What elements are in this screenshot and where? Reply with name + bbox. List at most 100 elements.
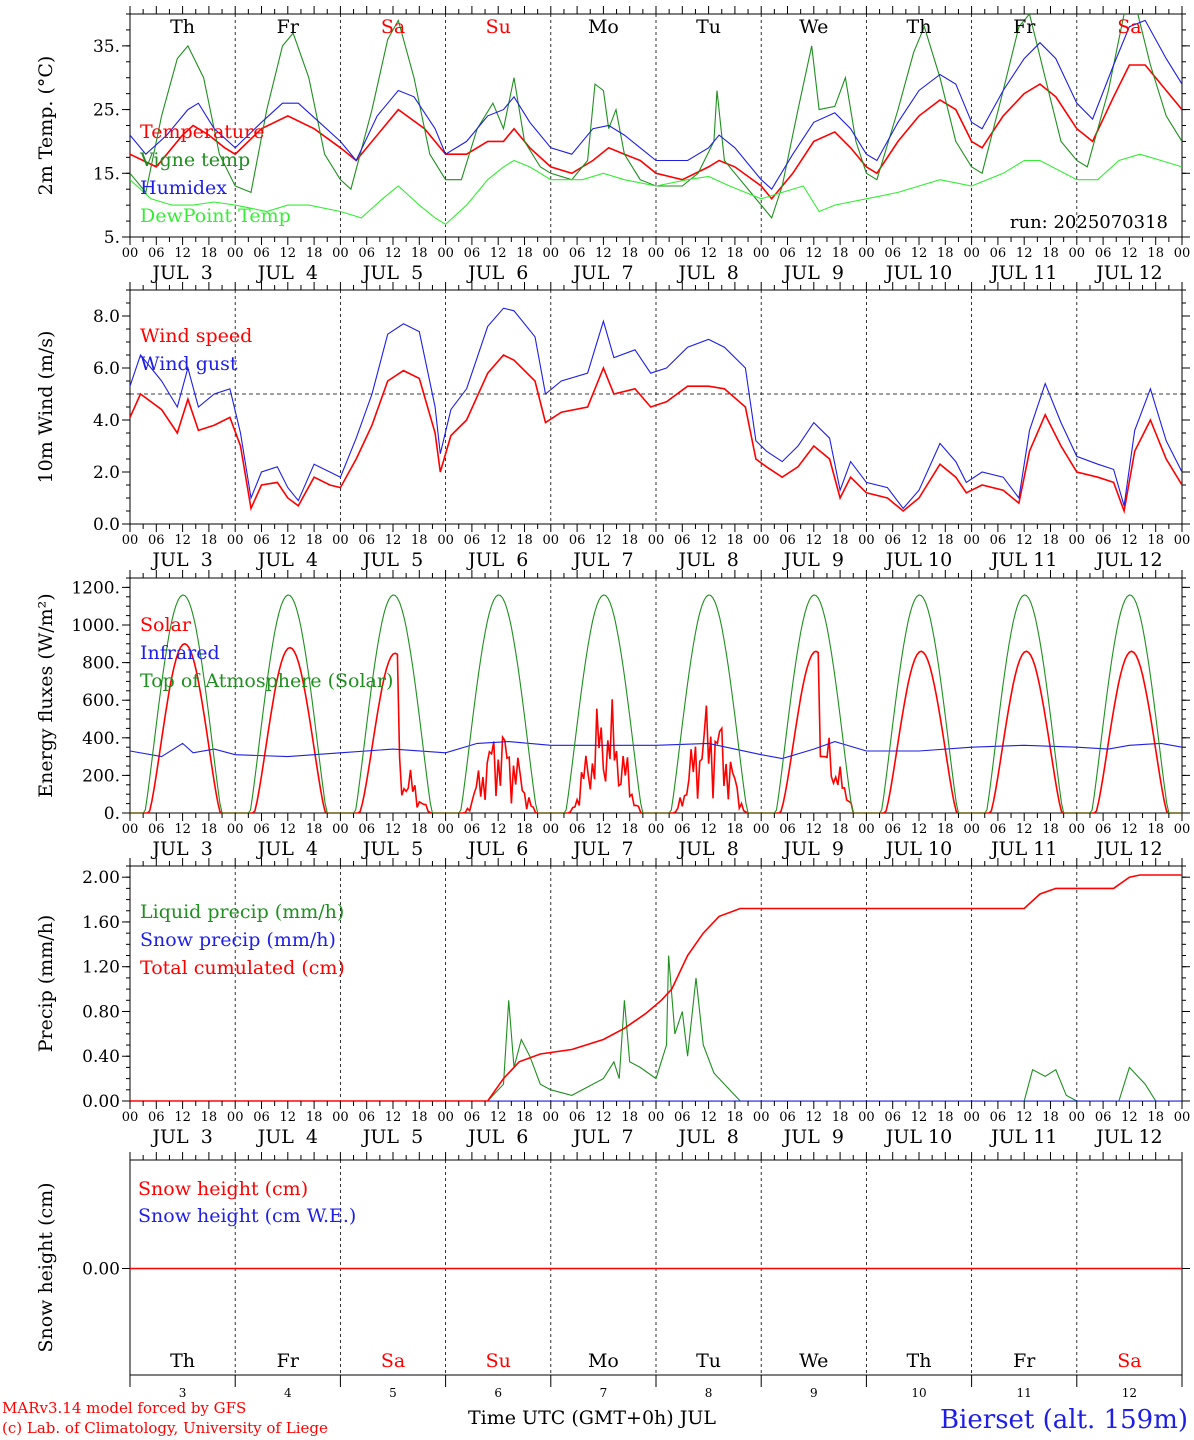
day-name: Tu <box>696 16 721 38</box>
y-axis-label: 10m Wind (m/s) <box>35 331 57 484</box>
date-label: JUL 11 <box>989 549 1057 571</box>
hour-tick-label: 12 <box>490 246 507 261</box>
hour-tick-label: 18 <box>411 246 428 261</box>
hour-tick-label: 00 <box>332 822 349 837</box>
hour-tick-label: 12 <box>1121 533 1138 548</box>
hour-tick-label: 06 <box>990 533 1007 548</box>
date-label: JUL 3 <box>150 838 212 860</box>
hour-tick-label: 00 <box>753 1110 770 1125</box>
day-name: Tu <box>696 1350 721 1372</box>
hour-tick-label: 06 <box>1095 1110 1112 1125</box>
hour-tick-label: 12 <box>490 822 507 837</box>
hour-tick-label: 06 <box>674 246 691 261</box>
day-name: Su <box>486 16 511 38</box>
panel-1 <box>122 6 1190 245</box>
hour-tick-label: 06 <box>358 822 375 837</box>
hour-tick-label: 18 <box>516 246 533 261</box>
hour-tick-label: 12 <box>700 533 717 548</box>
hour-tick-label: 06 <box>990 246 1007 261</box>
y-tick-label: 800. <box>82 654 120 674</box>
hour-tick-label: 12 <box>1121 1110 1138 1125</box>
hour-tick-label: 12 <box>911 1110 928 1125</box>
hour-tick-label: 06 <box>358 533 375 548</box>
day-name: We <box>799 16 828 38</box>
y-tick-label: 2.00 <box>82 868 120 888</box>
series-line-humidex <box>130 19 1182 191</box>
series-line-solar <box>130 642 1182 813</box>
hour-tick-label: 18 <box>832 822 849 837</box>
hour-tick-label: 00 <box>753 822 770 837</box>
date-label: JUL 3 <box>150 549 212 571</box>
y-axis-label: 2m Temp. (°C) <box>35 56 57 196</box>
hour-tick-label: 18 <box>1147 822 1164 837</box>
hour-tick-label: 06 <box>674 822 691 837</box>
date-label: JUL 9 <box>782 262 844 284</box>
legend-entry: Snow precip (mm/h) <box>140 929 336 951</box>
hour-tick-label: 00 <box>858 822 875 837</box>
hour-tick-label: 12 <box>1121 822 1138 837</box>
legend-entry: Liquid precip (mm/h) <box>140 901 344 923</box>
hour-tick-label: 06 <box>569 1110 586 1125</box>
date-label: JUL 11 <box>989 1126 1057 1148</box>
hour-tick-label: 00 <box>648 822 665 837</box>
hour-tick-label: 12 <box>280 822 297 837</box>
hour-tick-label: 12 <box>1016 1110 1033 1125</box>
date-label: JUL 12 <box>1094 838 1162 860</box>
hour-tick-label: 18 <box>306 1110 323 1125</box>
date-label: JUL 9 <box>782 1126 844 1148</box>
panel-4 <box>122 858 1190 1109</box>
hour-tick-label: 06 <box>253 246 270 261</box>
date-label: JUL 7 <box>571 262 633 284</box>
date-label: JUL 7 <box>571 1126 633 1148</box>
hour-tick-label: 06 <box>464 533 481 548</box>
day-name: Th <box>170 1350 195 1372</box>
date-label: JUL 9 <box>782 549 844 571</box>
hour-tick-label: 00 <box>122 1110 139 1125</box>
hour-tick-label: 18 <box>201 246 218 261</box>
hour-tick-label: 06 <box>569 246 586 261</box>
hour-tick-label: 00 <box>858 533 875 548</box>
legend-entry: Top of Atmosphere (Solar) <box>140 670 393 692</box>
hour-tick-label: 06 <box>990 1110 1007 1125</box>
hour-tick-label: 12 <box>174 533 191 548</box>
day-number: 9 <box>810 1386 818 1400</box>
hour-tick-label: 12 <box>490 1110 507 1125</box>
day-name: Fr <box>1013 16 1036 38</box>
hour-tick-label: 18 <box>727 533 744 548</box>
y-tick-label: 200. <box>82 766 120 786</box>
legend-entry: Snow height (cm W.E.) <box>138 1205 356 1227</box>
hour-tick-label: 18 <box>1042 1110 1059 1125</box>
hour-tick-label: 00 <box>1069 1110 1086 1125</box>
hour-tick-label: 00 <box>543 822 560 837</box>
hour-tick-label: 06 <box>779 533 796 548</box>
hour-tick-label: 00 <box>753 533 770 548</box>
date-label: JUL 4 <box>256 262 318 284</box>
legend-entry: Total cumulated (cm) <box>140 957 345 979</box>
legend-entry: Humidex <box>140 177 227 199</box>
date-label: JUL 4 <box>256 1126 318 1148</box>
y-tick-label: 1200. <box>71 578 120 598</box>
series-line-top-of-atmosphere-solar- <box>130 594 1182 813</box>
panels: 00 06 12 18 00 06 12 18 00 06 12 18 00 06 12 18 00 06 12 18… <box>35 6 1190 1400</box>
hour-tick-label: 12 <box>280 1110 297 1125</box>
hour-tick-label: 00 <box>648 246 665 261</box>
hour-tick-label: 12 <box>595 1110 612 1125</box>
hour-tick-label: 12 <box>174 1110 191 1125</box>
legend-entry: Infrared <box>140 642 220 664</box>
hour-tick-label: 06 <box>464 1110 481 1125</box>
hour-tick-label: 06 <box>358 1110 375 1125</box>
panel-5 <box>122 1152 1190 1387</box>
hour-tick-label: 06 <box>148 246 165 261</box>
hour-tick-label: 12 <box>595 533 612 548</box>
y-axis-label: Precip (mm/h) <box>35 915 57 1053</box>
hour-tick-label: 06 <box>884 533 901 548</box>
hour-tick-label: 18 <box>621 246 638 261</box>
hour-tick-label: 06 <box>884 1110 901 1125</box>
hour-tick-label: 18 <box>201 822 218 837</box>
date-label: JUL 9 <box>782 838 844 860</box>
date-label: JUL 12 <box>1094 262 1162 284</box>
hour-tick-label: 12 <box>174 246 191 261</box>
hour-tick-label: 18 <box>1042 822 1059 837</box>
hour-tick-label: 06 <box>990 822 1007 837</box>
